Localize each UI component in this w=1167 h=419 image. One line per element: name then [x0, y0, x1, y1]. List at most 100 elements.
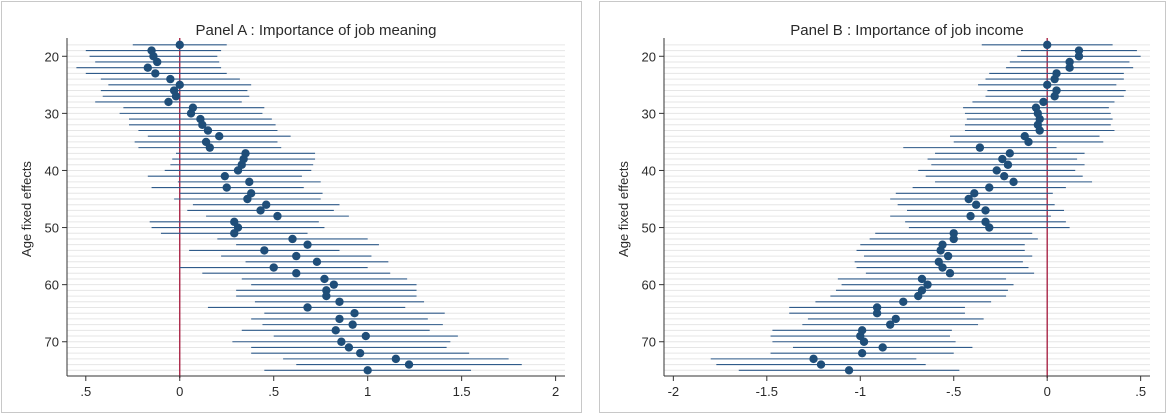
- panel-a-svg: Panel A : Importance of job meaning20304…: [1, 1, 582, 413]
- estimate-point: [971, 200, 981, 209]
- estimate-point: [1042, 40, 1052, 50]
- estimate-point: [816, 360, 826, 369]
- x-tick-label: 2: [552, 384, 559, 399]
- estimate-point: [1065, 63, 1074, 72]
- estimate-point: [966, 211, 975, 221]
- estimate-point: [143, 63, 153, 72]
- x-tick-label: 0: [1044, 384, 1051, 399]
- estimate-point: [938, 263, 947, 272]
- chart-title: Panel A : Importance of job meaning: [196, 22, 437, 39]
- estimate-point: [256, 206, 265, 215]
- y-tick-label: 60: [642, 278, 656, 293]
- estimate-point: [166, 74, 175, 84]
- estimate-point: [970, 189, 979, 198]
- estimate-point: [222, 183, 231, 192]
- y-axis-label: Age fixed effects: [19, 161, 34, 257]
- estimate-points: [809, 40, 1084, 375]
- estimate-point: [975, 143, 985, 152]
- panel-a-chart: Panel A : Importance of job meaning 20 30 4…: [0, 0, 583, 414]
- estimate-point: [923, 280, 932, 289]
- y-tick-label: 30: [642, 106, 656, 121]
- x-tick-label: .5: [1135, 384, 1146, 399]
- estimate-point: [809, 354, 818, 364]
- estimate-point: [260, 246, 269, 255]
- estimate-point: [1074, 52, 1084, 61]
- estimate-point: [936, 246, 945, 255]
- y-tick-label: 50: [642, 221, 656, 236]
- estimate-point: [1035, 126, 1044, 135]
- estimate-point: [348, 320, 357, 329]
- x-tick-label: -1: [854, 384, 866, 399]
- estimate-point: [337, 337, 346, 346]
- chart-title: Panel B : Importance of job income: [790, 22, 1023, 39]
- y-tick-label: 70: [642, 335, 656, 350]
- estimate-point: [320, 274, 329, 284]
- estimate-points: [143, 40, 414, 375]
- panel-b-chart: Panel B : Importance of job income 20 30 40…: [598, 0, 1167, 414]
- estimate-point: [361, 331, 370, 341]
- estimate-point: [292, 269, 301, 278]
- estimate-point: [292, 251, 301, 261]
- estimate-point: [312, 257, 322, 267]
- estimate-point: [171, 92, 181, 101]
- x-tick-label: -1.5: [756, 384, 778, 399]
- y-tick-label: 40: [642, 163, 656, 178]
- estimate-point: [1039, 97, 1048, 107]
- x-tick-label: 1: [364, 384, 371, 399]
- estimate-point: [949, 234, 958, 244]
- y-tick-label: 30: [45, 106, 59, 121]
- estimate-point: [355, 348, 365, 358]
- estimate-point: [153, 57, 162, 67]
- y-tick-label: 60: [45, 278, 59, 293]
- estimate-point: [914, 291, 923, 301]
- estimate-point: [1024, 137, 1033, 147]
- estimate-point: [1050, 92, 1059, 101]
- estimate-point: [331, 326, 340, 335]
- estimate-point: [220, 171, 230, 181]
- x-tick-label: 1.5: [453, 384, 471, 399]
- estimate-point: [985, 223, 994, 232]
- estimate-point: [945, 269, 955, 278]
- estimate-point: [404, 360, 414, 369]
- estimate-point: [322, 291, 331, 301]
- y-axis-label: Age fixed effects: [616, 161, 631, 257]
- y-tick-label: 70: [45, 335, 59, 350]
- y-tick-label: 20: [45, 49, 59, 64]
- y-tick-label: 50: [45, 221, 59, 236]
- estimate-point: [203, 126, 213, 135]
- estimate-point: [335, 314, 344, 324]
- estimate-point: [917, 274, 927, 284]
- estimate-point: [262, 200, 271, 209]
- estimate-point: [205, 143, 215, 152]
- estimate-point: [151, 69, 160, 78]
- estimate-point: [350, 308, 359, 318]
- estimate-point: [233, 166, 243, 175]
- estimate-point: [985, 183, 994, 192]
- x-tick-label: -.5: [946, 384, 961, 399]
- estimate-point: [288, 234, 297, 244]
- x-tick-label: .5: [268, 384, 279, 399]
- estimate-point: [857, 348, 867, 358]
- y-tick-label: 40: [45, 163, 59, 178]
- estimate-point: [844, 366, 854, 375]
- estimate-point: [303, 240, 312, 249]
- estimate-point: [1009, 177, 1018, 187]
- estimate-point: [899, 297, 908, 306]
- estimate-point: [1042, 80, 1052, 90]
- x-tick-label: 0: [176, 384, 183, 399]
- estimate-point: [273, 211, 282, 221]
- estimate-point: [329, 280, 339, 289]
- estimate-point: [175, 40, 184, 50]
- estimate-point: [859, 337, 869, 346]
- estimate-point: [872, 308, 882, 318]
- panel-border: [1, 1, 582, 413]
- estimate-point: [878, 343, 887, 352]
- estimate-point: [891, 314, 900, 324]
- estimate-point: [245, 177, 254, 187]
- estimate-point: [243, 194, 252, 204]
- estimate-point: [391, 354, 401, 364]
- estimate-point: [363, 366, 372, 375]
- estimate-point: [198, 120, 207, 129]
- estimate-point: [981, 206, 990, 215]
- estimate-point: [885, 320, 895, 329]
